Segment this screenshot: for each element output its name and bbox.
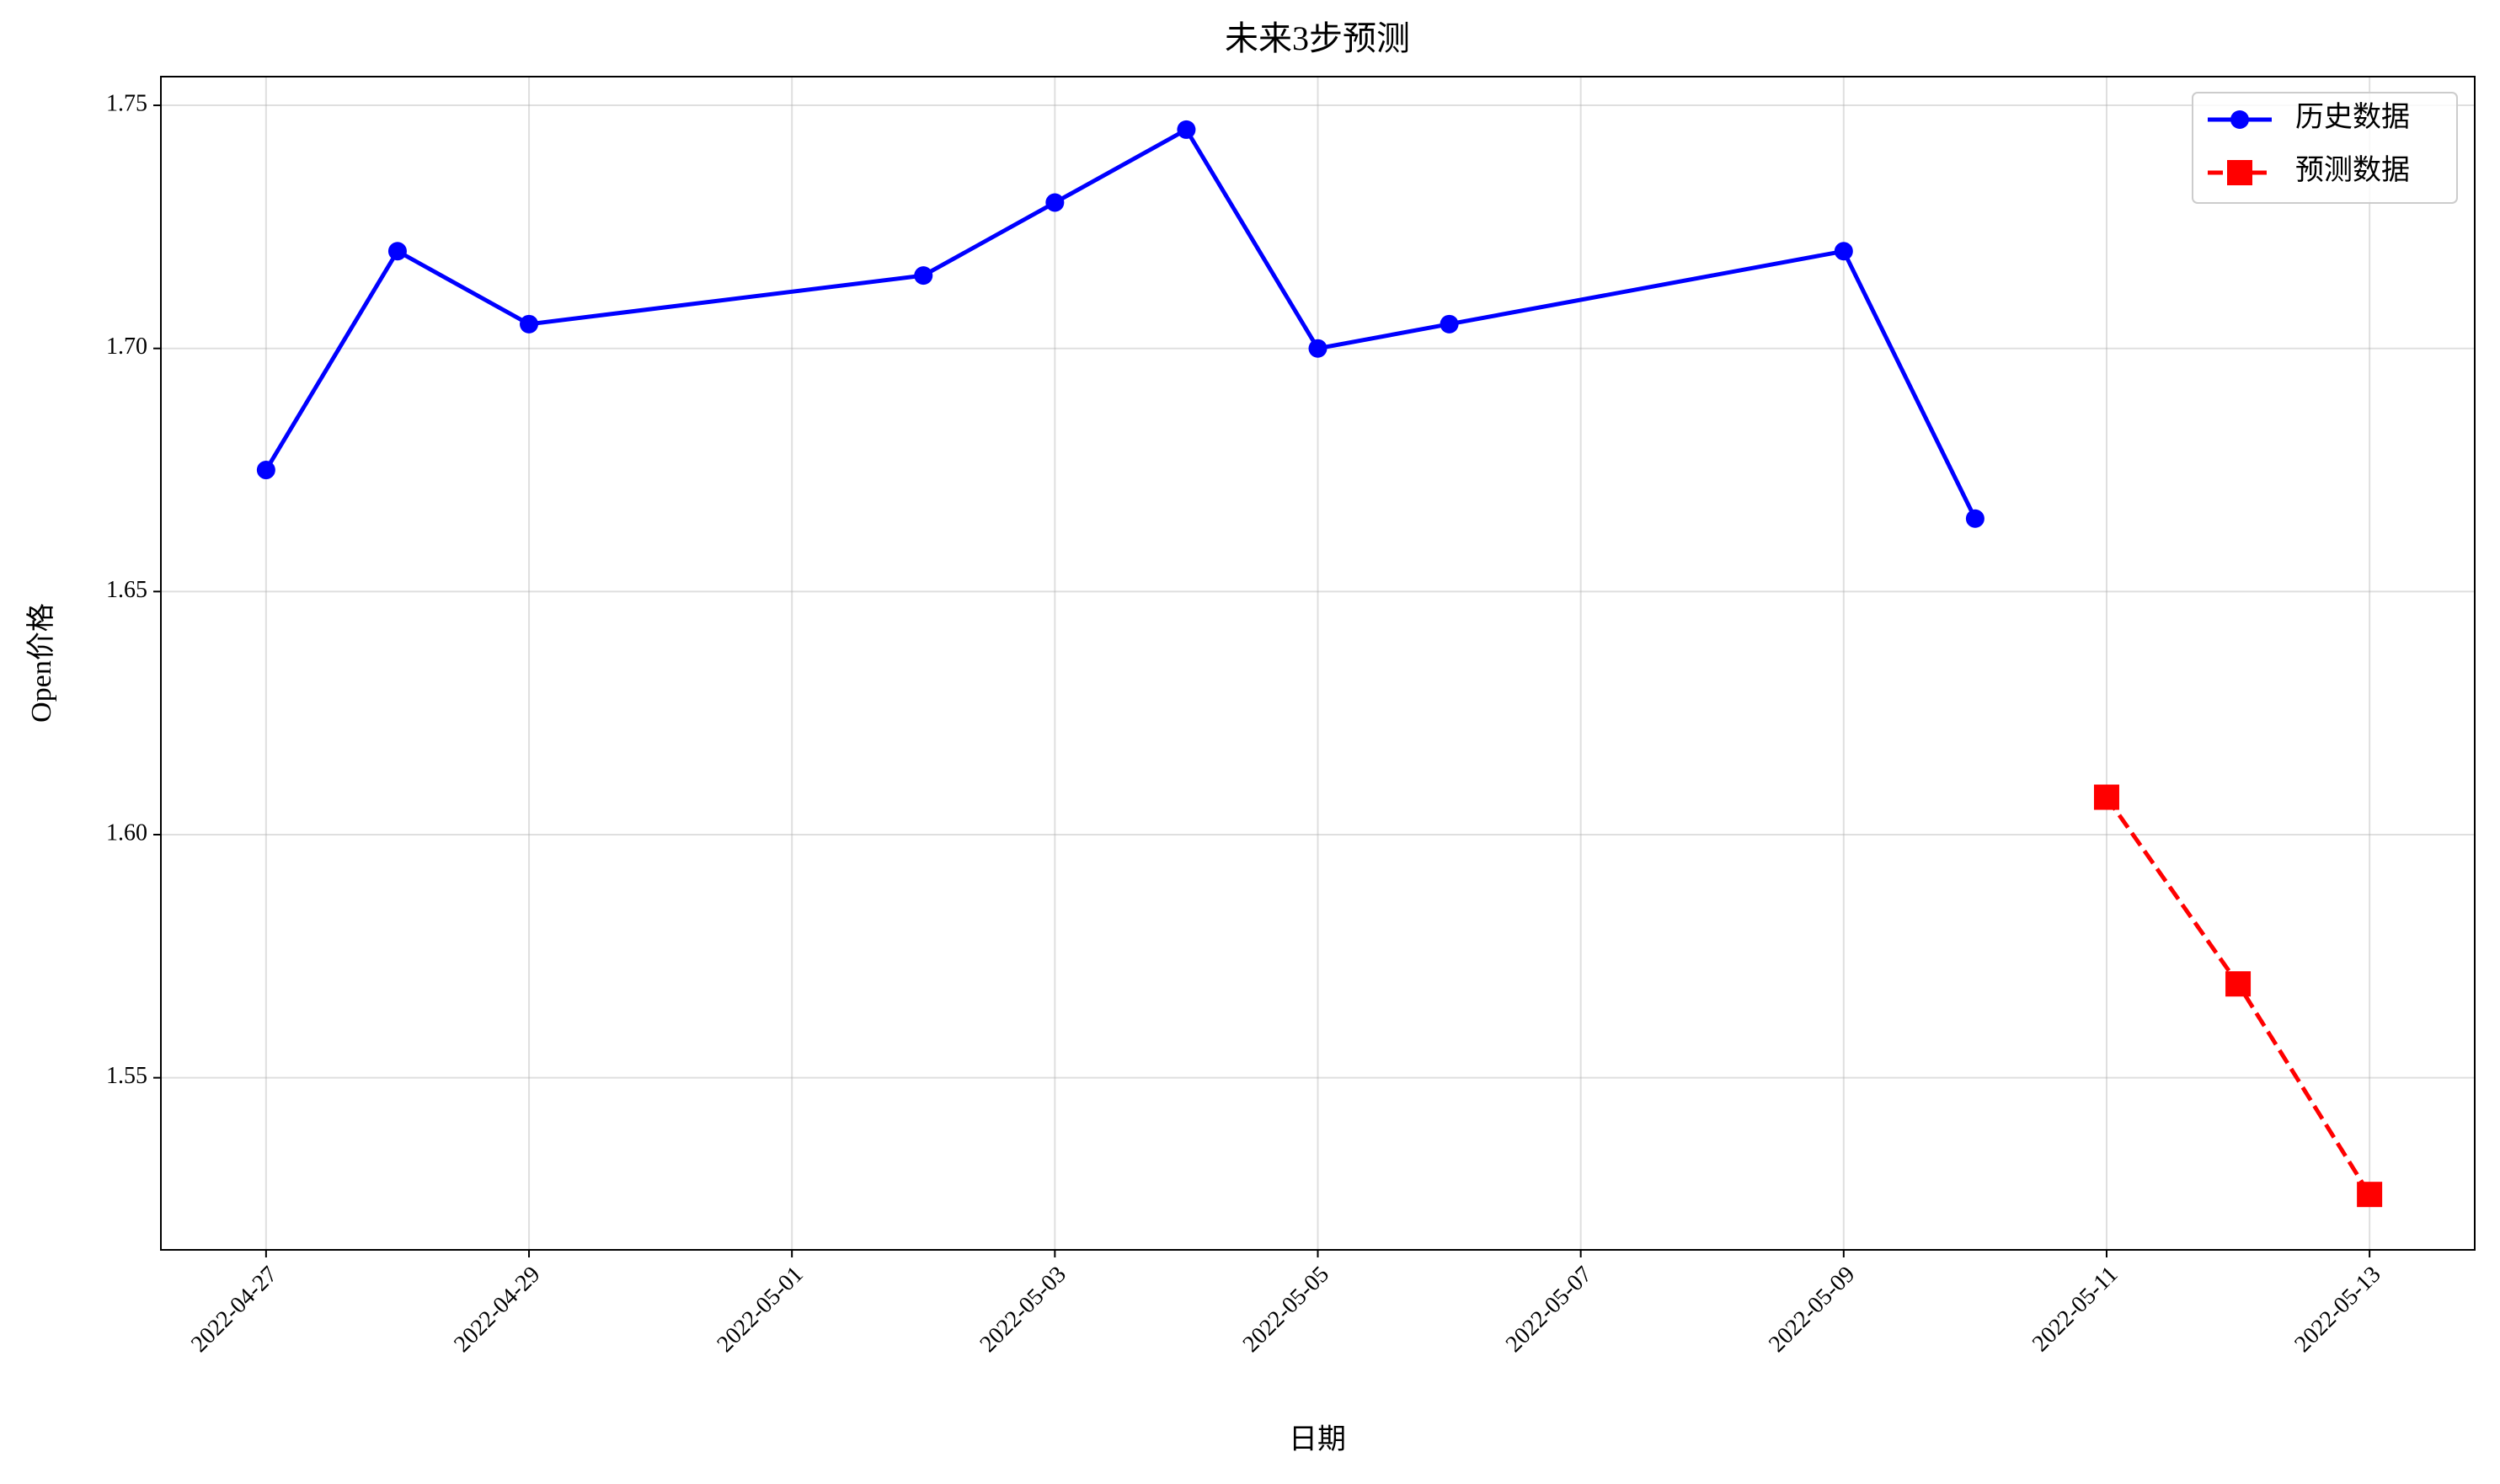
y-tick-label: 1.75 <box>106 90 147 116</box>
marker <box>914 266 933 286</box>
marker <box>387 242 407 261</box>
y-tick-label: 1.60 <box>106 819 147 846</box>
y-tick-label: 1.65 <box>106 577 147 603</box>
marker <box>2357 1182 2383 1208</box>
plot-frame <box>160 76 2476 1251</box>
legend-label: 预测数据 <box>2295 154 2410 186</box>
marker <box>1834 242 1853 261</box>
marker <box>1045 193 1065 212</box>
chart-title: 未来3步预测 <box>1225 19 1410 57</box>
marker <box>2093 784 2119 810</box>
y-axis-label: Open价格 <box>25 603 57 723</box>
marker <box>256 461 275 480</box>
legend-label: 历史数据 <box>2295 101 2410 133</box>
marker <box>1440 314 1459 334</box>
x-axis-label: 日期 <box>1289 1424 1346 1455</box>
marker <box>1308 339 1327 358</box>
marker <box>1965 509 1985 528</box>
marker <box>1177 120 1196 139</box>
series-line <box>264 126 1978 520</box>
marker <box>2225 971 2252 997</box>
y-tick-label: 1.55 <box>106 1063 147 1089</box>
y-tick-label: 1.70 <box>106 334 147 360</box>
marker <box>520 314 539 334</box>
legend-marker <box>2227 160 2252 185</box>
legend-marker <box>2230 110 2249 129</box>
